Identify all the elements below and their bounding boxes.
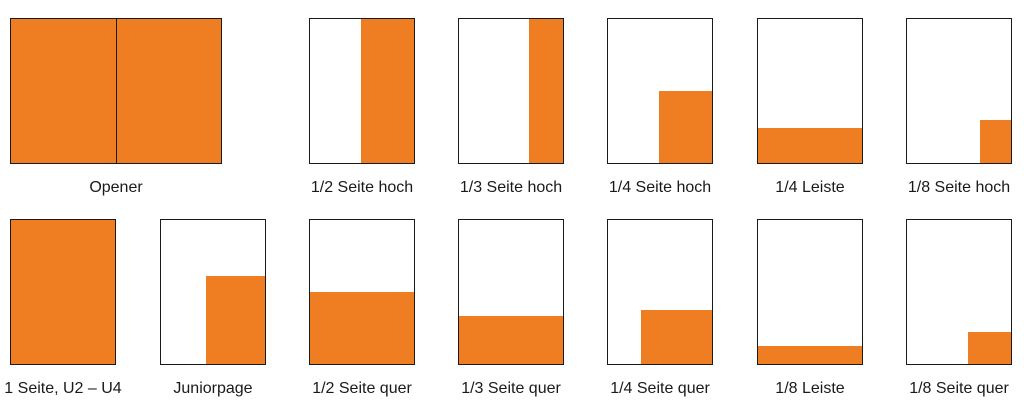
format-label: 1 Seite, U2 – U4 bbox=[4, 380, 122, 397]
format-third-page-vertical bbox=[458, 18, 564, 164]
format-label: 1/3 Seite hoch bbox=[459, 179, 563, 196]
format-label: 1/8 Leiste bbox=[775, 380, 845, 397]
format-quarter-page-vertical bbox=[607, 18, 713, 164]
format-juniorpage bbox=[160, 219, 266, 365]
format-eighth-page-horizontal bbox=[906, 219, 1012, 365]
format-half-page-vertical bbox=[309, 18, 415, 164]
format-label: 1/4 Seite hoch bbox=[608, 179, 712, 196]
format-quarter-strip bbox=[757, 18, 863, 164]
format-label: 1/8 Seite quer bbox=[909, 380, 1009, 397]
format-label: 1/4 Seite quer bbox=[610, 380, 710, 397]
format-full-page bbox=[10, 219, 116, 365]
ad-area bbox=[529, 19, 563, 163]
ad-area bbox=[758, 346, 862, 364]
format-label: Opener bbox=[89, 179, 143, 196]
format-label: 1/2 Seite hoch bbox=[310, 179, 414, 196]
ad-area bbox=[310, 292, 414, 364]
format-half-page-horizontal bbox=[309, 219, 415, 365]
format-label: Juniorpage bbox=[173, 380, 253, 397]
ad-area bbox=[11, 220, 115, 364]
format-third-page-horizontal bbox=[458, 219, 564, 365]
ad-area bbox=[206, 276, 265, 364]
ad-area bbox=[641, 310, 712, 364]
format-label: 1/2 Seite quer bbox=[312, 380, 412, 397]
format-quarter-page-horizontal bbox=[607, 219, 713, 365]
format-eighth-strip bbox=[757, 219, 863, 365]
ad-area bbox=[968, 332, 1011, 364]
ad-area bbox=[659, 91, 712, 163]
format-label: 1/4 Leiste bbox=[775, 179, 845, 196]
format-opener bbox=[10, 18, 222, 164]
ad-area bbox=[459, 316, 563, 364]
format-label: 1/8 Seite hoch bbox=[907, 179, 1011, 196]
format-eighth-page-vertical bbox=[906, 18, 1012, 164]
ad-area bbox=[361, 19, 414, 163]
format-label: 1/3 Seite quer bbox=[461, 380, 561, 397]
page-fold-line bbox=[116, 19, 117, 163]
ad-area bbox=[980, 120, 1011, 163]
ad-area bbox=[758, 128, 862, 163]
